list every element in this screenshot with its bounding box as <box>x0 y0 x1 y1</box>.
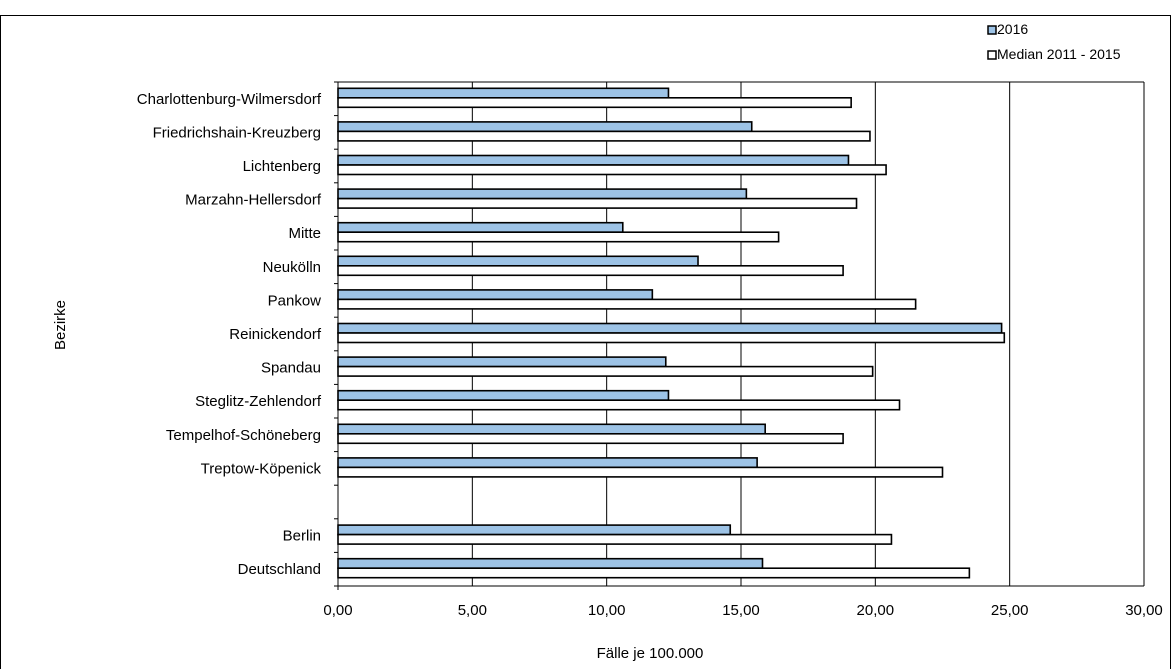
bar-2016 <box>337 121 753 133</box>
legend-swatch <box>987 25 997 35</box>
bar-2016 <box>337 221 624 233</box>
bar-median <box>337 432 844 445</box>
bar-2016 <box>337 423 766 435</box>
bar-median <box>337 332 1006 344</box>
bar-median <box>337 231 780 243</box>
bar-2016 <box>337 289 654 301</box>
x-tick-labels: 0,00 5,00 10,00 15,00 20,00 25,00 30,00 <box>323 602 1162 619</box>
category-label: Lichtenberg <box>243 158 321 175</box>
category-label: Friedrichshain-Kreuzberg <box>153 124 321 141</box>
x-tick-label: 5,00 <box>458 602 487 619</box>
bar-median <box>337 264 844 277</box>
bar-median <box>337 298 917 310</box>
bar-2016 <box>337 87 670 99</box>
x-axis-label: Fälle je 100.000 <box>597 645 704 662</box>
bar-2016 <box>337 557 764 570</box>
bar-2016 <box>337 154 850 166</box>
bar-median <box>337 466 944 478</box>
x-tick-label: 10,00 <box>588 602 626 619</box>
bar-2016 <box>337 389 670 402</box>
bar-median <box>337 365 874 377</box>
x-tick-label: 0,00 <box>323 602 352 619</box>
bars <box>337 87 1006 579</box>
legend-swatch <box>987 50 997 60</box>
bar-median <box>337 197 858 209</box>
legend: 2016 Median 2011 - 2015 <box>987 21 1121 62</box>
x-tick-label: 15,00 <box>722 602 760 619</box>
category-label: Marzahn-Hellersdorf <box>185 192 322 209</box>
x-tick-label: 20,00 <box>857 602 895 619</box>
bar-2016 <box>337 255 699 267</box>
bar-2016 <box>337 322 1003 334</box>
bar-median <box>337 399 901 411</box>
bar-median <box>337 567 971 579</box>
axes <box>334 81 1144 590</box>
x-tick-label: 25,00 <box>991 602 1029 619</box>
category-label: Neukölln <box>263 259 321 276</box>
category-label: Reinickendorf <box>229 326 322 343</box>
category-label: Tempelhof-Schöneberg <box>166 427 321 444</box>
category-label: Steglitz-Zehlendorf <box>195 393 322 410</box>
category-label: Charlottenburg-Wilmersdorf <box>137 91 322 108</box>
category-label: Treptow-Köpenick <box>201 460 322 477</box>
legend-label: 2016 <box>997 21 1028 37</box>
category-label: Mitte <box>288 225 321 242</box>
bar-2016 <box>337 524 732 536</box>
category-label: Berlin <box>283 528 321 545</box>
bar-median <box>337 533 893 545</box>
bar-median <box>337 97 852 109</box>
bar-median <box>337 164 887 176</box>
bar-2016 <box>337 457 758 469</box>
y-axis-label: Bezirke <box>52 300 69 350</box>
category-label: Spandau <box>261 360 321 377</box>
bar-2016 <box>337 356 667 368</box>
category-label: Pankow <box>268 292 322 309</box>
category-labels: Charlottenburg-Wilmersdorf Friedrichshain… <box>137 91 322 578</box>
legend-label: Median 2011 - 2015 <box>997 46 1121 62</box>
category-label: Deutschland <box>238 561 321 578</box>
bar-median <box>337 130 871 142</box>
x-tick-label: 30,00 <box>1125 602 1163 619</box>
bar-2016 <box>337 188 748 200</box>
